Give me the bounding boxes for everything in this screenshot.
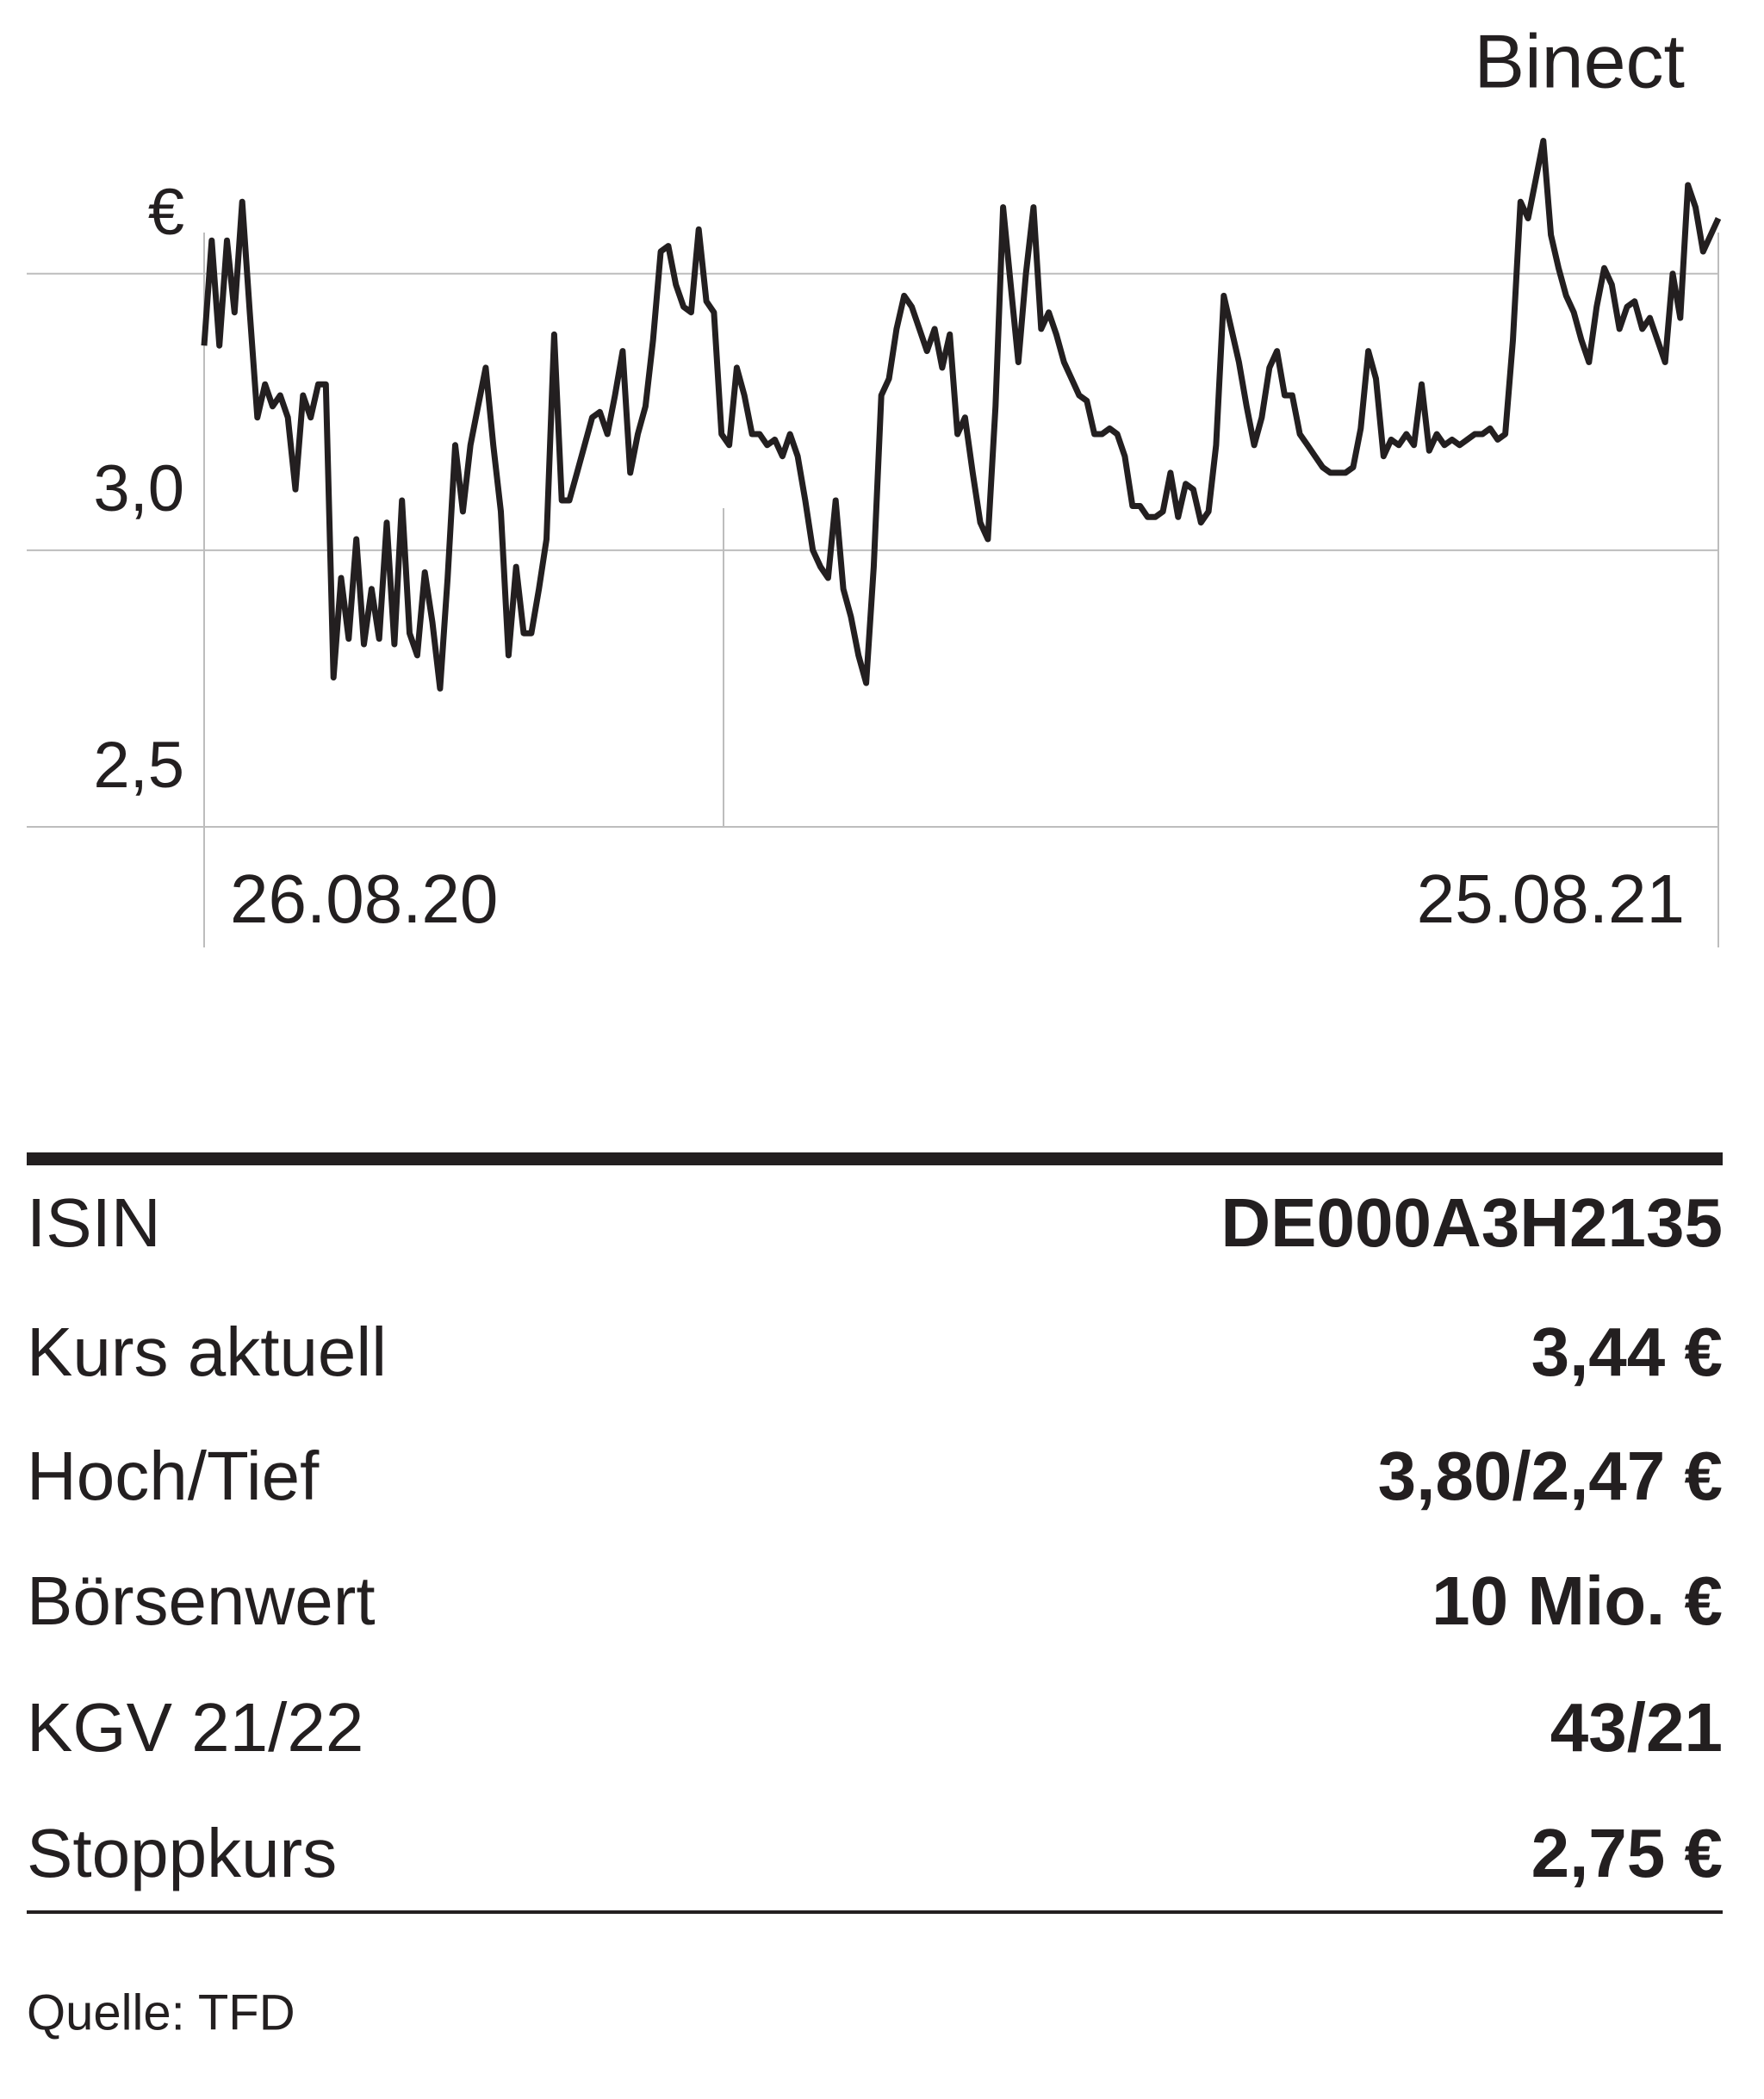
row-value: DE000A3H2135	[1221, 1184, 1723, 1261]
y-tick-label: €	[148, 176, 184, 249]
x-tick-label: 26.08.20	[230, 860, 498, 937]
row-value: 3,80/2,47 €	[1378, 1438, 1723, 1514]
table-top-rule	[27, 1152, 1723, 1165]
row-label: Kurs aktuell	[27, 1313, 387, 1390]
x-tick-label: 25.08.21	[1417, 860, 1685, 937]
table-bottom-rule	[27, 1910, 1723, 1914]
row-label: ISIN	[27, 1184, 161, 1261]
y-tick-label: 2,5	[93, 729, 184, 802]
row-label: Stoppkurs	[27, 1815, 337, 1891]
y-tick-label: 3,0	[93, 452, 184, 525]
row-label: KGV 21/22	[27, 1689, 363, 1766]
row-value: 3,44 €	[1531, 1313, 1723, 1390]
source: Quelle: TFD	[27, 1984, 295, 2040]
row-label: Börsenwert	[27, 1562, 376, 1639]
row-label: Hoch/Tief	[27, 1438, 320, 1514]
chart-title: Binect	[1474, 18, 1685, 103]
row-value: 43/21	[1550, 1689, 1723, 1766]
row-value: 2,75 €	[1531, 1815, 1723, 1891]
row-value: 10 Mio. €	[1432, 1562, 1723, 1639]
price-line	[201, 138, 1722, 692]
